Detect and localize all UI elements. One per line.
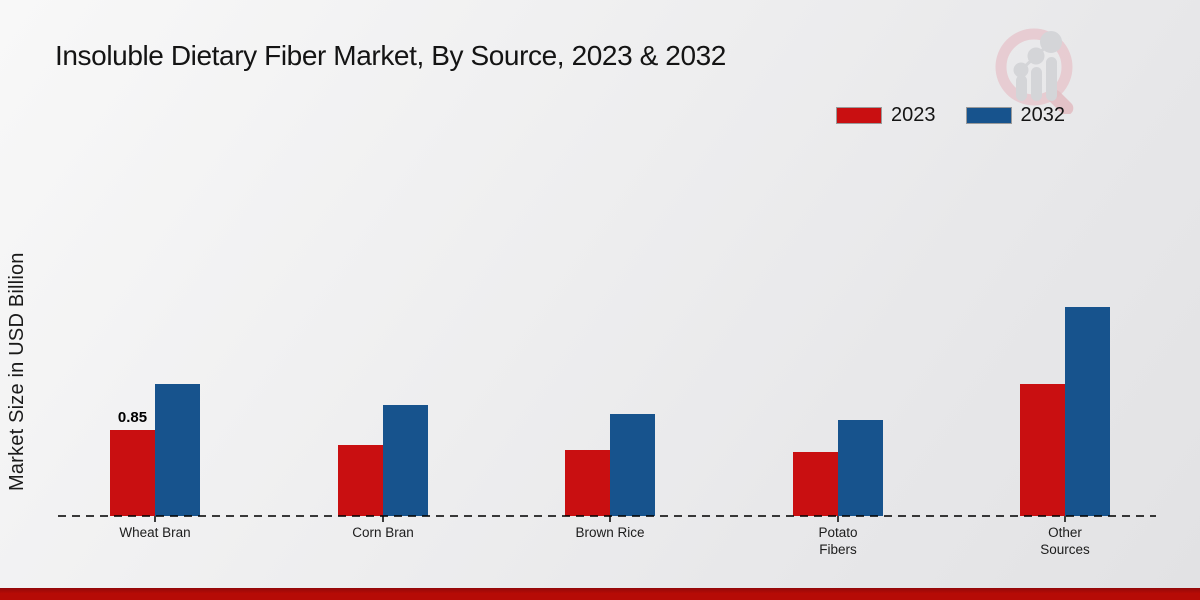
category-label-wheat-bran: Wheat Bran xyxy=(119,525,191,540)
value-label-2023-wheat-bran: 0.85 xyxy=(117,408,148,426)
bar-2023-potato-fibers xyxy=(793,452,838,516)
legend-swatch-2023 xyxy=(836,107,882,124)
bar-2032-other-sources xyxy=(1065,306,1110,516)
legend-label-2023: 2023 xyxy=(891,104,936,126)
legend-label-2032: 2032 xyxy=(1020,104,1066,126)
bar-2023-corn-bran xyxy=(338,445,383,516)
legend: 2023 2032 xyxy=(836,104,1065,127)
category-tick-brown-rice xyxy=(609,516,611,522)
category-label-potato-fibers: Potato Fibers xyxy=(818,525,858,557)
bar-2032-corn-bran xyxy=(383,404,428,516)
category-tick-corn-bran xyxy=(382,516,384,522)
bar-2023-wheat-bran xyxy=(110,429,155,516)
category-tick-wheat-bran xyxy=(154,516,156,522)
category-tick-potato-fibers xyxy=(837,516,839,522)
magnifier-bar-chart-logo-icon xyxy=(995,28,1074,114)
bar-2023-brown-rice xyxy=(565,450,610,516)
bar-2032-wheat-bran xyxy=(155,384,200,516)
category-label-brown-rice: Brown Rice xyxy=(575,525,645,540)
x-axis-dashed-baseline xyxy=(58,515,1156,517)
bar-2023-other-sources xyxy=(1020,384,1065,516)
category-label-other-sources: Other Sources xyxy=(1040,525,1090,557)
bar-2032-brown-rice xyxy=(610,413,655,516)
category-label-corn-bran: Corn Bran xyxy=(352,525,414,540)
page-title: Insoluble Dietary Fiber Market, By Sourc… xyxy=(55,40,726,71)
legend-swatch-2032 xyxy=(965,107,1012,124)
legend-item-2032: 2032 xyxy=(965,104,1066,127)
category-tick-other-sources xyxy=(1064,516,1066,522)
bar-2032-potato-fibers xyxy=(838,419,883,516)
legend-item-2023: 2023 xyxy=(836,104,936,127)
footer-accent-bar xyxy=(0,588,1200,600)
